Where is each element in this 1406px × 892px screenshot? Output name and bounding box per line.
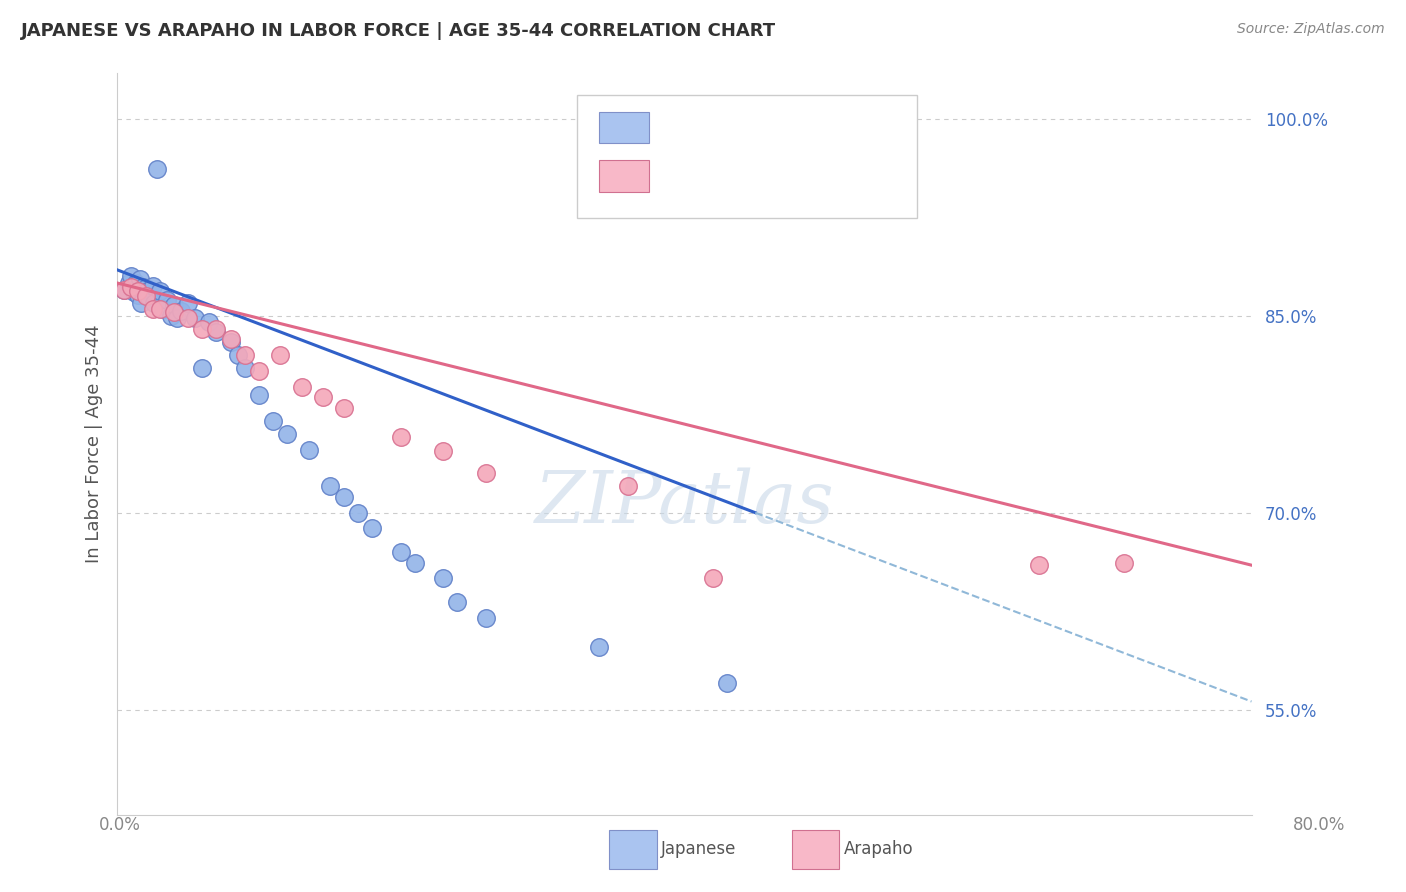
Point <box>312 390 335 404</box>
Point <box>262 414 284 428</box>
Point <box>142 302 165 317</box>
FancyBboxPatch shape <box>576 95 917 218</box>
Point <box>149 302 172 317</box>
Point <box>389 429 412 443</box>
Text: Japanese: Japanese <box>661 840 737 858</box>
Point <box>276 426 298 441</box>
Point <box>233 361 256 376</box>
Point <box>432 571 454 585</box>
Point <box>205 325 228 339</box>
FancyBboxPatch shape <box>599 161 650 192</box>
Point <box>128 272 150 286</box>
Point <box>163 305 186 319</box>
Point <box>117 276 139 290</box>
Point <box>163 298 186 312</box>
Point <box>404 556 426 570</box>
Point <box>205 322 228 336</box>
Point <box>475 467 498 481</box>
Point <box>219 333 242 347</box>
Point <box>446 595 468 609</box>
Point <box>177 311 200 326</box>
Y-axis label: In Labor Force | Age 35-44: In Labor Force | Age 35-44 <box>86 325 103 563</box>
Text: 0.0%: 0.0% <box>98 816 141 834</box>
Point <box>1028 558 1050 573</box>
Point <box>389 545 412 559</box>
Point <box>347 506 370 520</box>
Point <box>333 490 356 504</box>
Point <box>319 479 342 493</box>
Point <box>198 315 221 329</box>
Point <box>129 295 152 310</box>
Point <box>247 387 270 401</box>
Point <box>297 442 319 457</box>
Point <box>184 311 207 326</box>
Point <box>122 285 145 300</box>
Point <box>269 348 291 362</box>
Point <box>124 276 146 290</box>
Point <box>361 521 384 535</box>
Text: R = -0.345   N = 45: R = -0.345 N = 45 <box>657 118 834 136</box>
Point <box>588 640 610 654</box>
FancyBboxPatch shape <box>599 112 650 143</box>
Point <box>132 280 155 294</box>
Point <box>333 401 356 415</box>
Point <box>616 479 638 493</box>
Point <box>142 278 165 293</box>
Point <box>136 284 159 298</box>
Point <box>127 287 149 301</box>
Text: Arapaho: Arapaho <box>844 840 914 858</box>
Point <box>138 289 160 303</box>
Text: R = -0.208   N = 24: R = -0.208 N = 24 <box>657 167 834 185</box>
Point <box>475 610 498 624</box>
Point <box>432 444 454 458</box>
Point <box>135 289 157 303</box>
Point <box>156 293 179 307</box>
Point <box>170 303 193 318</box>
Point <box>290 379 312 393</box>
Point <box>135 281 157 295</box>
Point <box>149 284 172 298</box>
Point <box>233 348 256 362</box>
Point <box>120 280 142 294</box>
Text: Source: ZipAtlas.com: Source: ZipAtlas.com <box>1237 22 1385 37</box>
Point <box>219 334 242 349</box>
Point <box>152 302 174 317</box>
Point <box>143 295 166 310</box>
Point <box>191 361 214 376</box>
Point <box>112 283 135 297</box>
Point <box>247 364 270 378</box>
Text: ZIPatlas: ZIPatlas <box>534 467 834 539</box>
Point <box>160 309 183 323</box>
Text: 80.0%: 80.0% <box>1292 816 1346 834</box>
Point <box>112 283 135 297</box>
Point <box>127 284 149 298</box>
Point <box>226 348 249 362</box>
Point <box>146 161 169 176</box>
Point <box>177 295 200 310</box>
Point <box>716 676 738 690</box>
Text: JAPANESE VS ARAPAHO IN LABOR FORCE | AGE 35-44 CORRELATION CHART: JAPANESE VS ARAPAHO IN LABOR FORCE | AGE… <box>21 22 776 40</box>
Point <box>166 311 188 326</box>
Point <box>702 571 724 585</box>
Point <box>1112 556 1135 570</box>
Point <box>120 269 142 284</box>
Point <box>191 322 214 336</box>
